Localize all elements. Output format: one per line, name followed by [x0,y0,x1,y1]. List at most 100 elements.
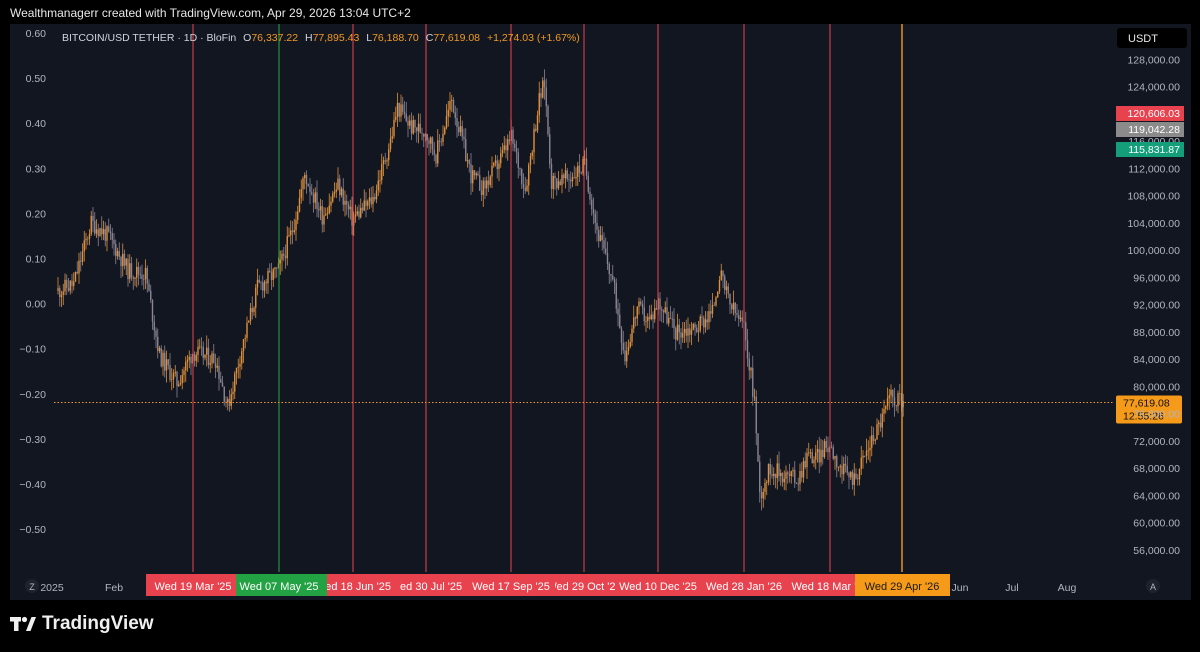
candle-body [454,112,456,118]
left-axis-tick: 0.50 [26,73,47,85]
candle-body [435,154,437,164]
candle-body [62,291,64,295]
candle-body [620,328,623,343]
candle-body [557,181,560,189]
candle-body [760,492,763,499]
candle-body [822,449,824,458]
candle-body [820,449,822,463]
candle-body [391,136,393,139]
candle-body [262,282,264,291]
auto-scale-button[interactable]: A [1146,579,1160,593]
candle-body [529,156,532,165]
candle-body [479,175,481,191]
candle-body [456,117,458,128]
candle-body [818,448,820,463]
candle-body [713,304,715,306]
candle-body [351,206,353,226]
candle-body [664,307,666,313]
price-axis-tick: 64,000.00 [1133,490,1180,502]
candle-body [333,192,336,194]
candle-body [538,93,540,116]
zoom-reset-button[interactable]: Z [25,579,39,593]
candle-body [540,93,542,98]
candle-body [309,186,311,193]
candle-body [80,260,82,262]
candle-body [220,379,222,383]
candle-body [297,211,299,220]
cycle-date-label: Wed 29 Apr '26 [865,581,940,593]
candle-body [568,179,570,181]
candle-body [393,119,395,137]
cycle-date-label-bg [146,574,236,596]
current-price-label: 77,619.08 [1123,397,1170,409]
candle-body [102,229,105,235]
candle-body [613,279,616,283]
candle-body [134,277,136,279]
candle-body [851,472,854,485]
candle-body [69,280,71,291]
candle-body [410,120,413,134]
candle-body [389,138,392,150]
candle-body [496,160,498,170]
candle-body [766,482,768,484]
candle-body [151,300,154,322]
cycle-date-label: Wed 10 Dec '25 [619,581,697,593]
legend-low-label: L [366,32,372,44]
cycle-date-label-bg [327,574,400,596]
candle-body [218,365,220,380]
candle-body [697,330,700,332]
candle-body [865,450,868,456]
candle-body [533,128,535,153]
candle-body [279,259,281,264]
candle-body [108,226,110,232]
candle-body [337,178,339,190]
left-axis-tick: −0.10 [19,344,46,356]
candle-body [594,213,596,223]
candle-body [463,136,465,140]
candle-body [293,230,295,233]
candle-body [879,422,882,428]
currency-label: USDT [1128,33,1158,45]
candle-body [167,359,169,365]
candle-body [374,196,376,200]
candle-body [853,473,855,485]
left-axis-tick: 0.40 [26,118,47,130]
candle-body [790,471,792,477]
candle-body [862,455,864,458]
candle-body [230,394,232,406]
candle-body [732,302,735,310]
candle-body [71,280,73,286]
chart-caption: Wealthmanagerr created with TradingView.… [10,6,411,20]
candle-body [302,178,304,190]
candle-body [858,468,861,480]
candle-body [328,205,330,214]
cycle-date-label-bg [470,574,555,596]
tradingview-brand[interactable]: TradingView [10,613,154,635]
candle-body [475,173,477,176]
candle-body [720,270,722,281]
candle-body [531,152,533,157]
candle-body [253,307,255,313]
currency-button[interactable]: USDT [1117,28,1187,48]
candle-body [423,133,425,137]
candle-body [655,308,658,310]
left-axis-tick: 0.30 [26,163,47,175]
candle-body [823,441,826,458]
candle-body [265,281,267,284]
candle-body [552,175,554,190]
candle-body [486,180,488,189]
candle-body [94,220,96,234]
candle-body [708,311,710,323]
candle-body [325,214,327,216]
candle-body [547,106,549,135]
candle-body [505,145,507,151]
chart-area[interactable]: 77,619.08 12:55:26 0.60 0.50 0.40 0.30 0.20 0.… [10,24,1191,600]
candle-body [797,483,799,485]
candle-body [512,129,514,144]
legend-close-value: 77,619.08 [433,32,480,44]
candle-body [774,473,777,478]
candle-body [696,327,698,332]
candle-body [141,274,143,279]
candle-body [647,316,649,322]
